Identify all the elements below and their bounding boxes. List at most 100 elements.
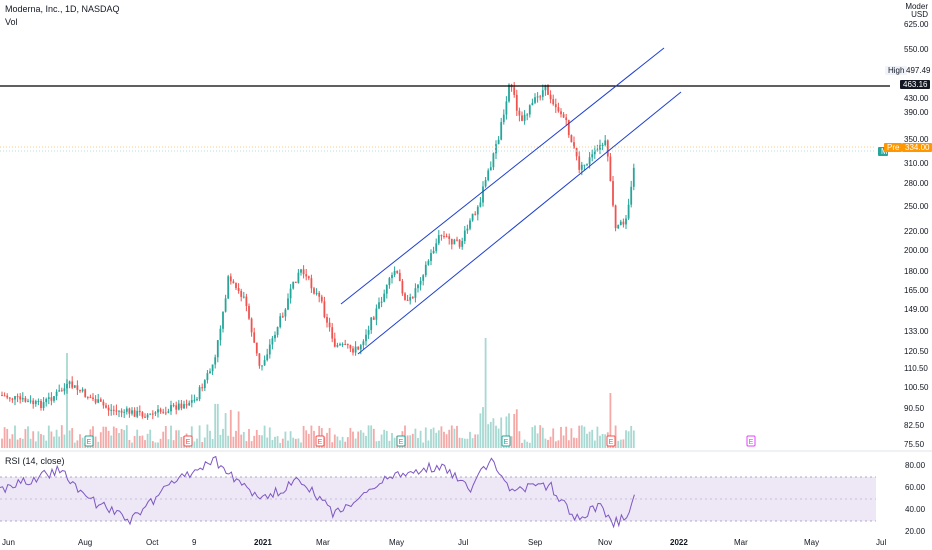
candle-body (300, 269, 302, 273)
svg-text:E: E (504, 439, 509, 446)
candle-body (32, 400, 35, 405)
line-value-tag: 463.16 (900, 80, 931, 89)
candle-body (544, 84, 547, 91)
volume-bar (53, 436, 55, 448)
candle-body (580, 164, 583, 170)
svg-text:E: E (399, 439, 404, 446)
candle-body (276, 327, 279, 335)
volume-bar (534, 425, 536, 448)
volume-bar (60, 425, 63, 448)
volume-bar (547, 439, 549, 448)
candle-body (16, 396, 19, 398)
earnings-marker[interactable]: E (396, 435, 406, 447)
candle-body (346, 344, 349, 346)
volume-bar (352, 431, 354, 448)
candle-body (81, 389, 84, 392)
candle-body (105, 405, 107, 408)
candle-body (466, 228, 469, 231)
volume-bar (172, 440, 175, 448)
candle-body (214, 357, 217, 365)
volume-bar (567, 440, 570, 448)
volume-bar (518, 431, 521, 448)
candle-body (456, 239, 458, 241)
candle-body (344, 343, 347, 345)
candle-body (110, 409, 113, 411)
rsi-tick: 80.00 (905, 461, 926, 470)
candle-body (94, 398, 97, 403)
earnings-marker[interactable]: E (501, 435, 511, 447)
high-value: 497.49 (906, 66, 931, 75)
currency-unit: USD (911, 10, 928, 19)
candle-body (42, 402, 45, 408)
candle-body (224, 298, 227, 312)
volume-bar (575, 438, 578, 448)
candle-body (352, 348, 354, 353)
candle-body (526, 114, 529, 116)
candle-body (528, 105, 531, 115)
candle-body (632, 167, 635, 187)
volume-bar (107, 430, 110, 448)
price-tick: 165.00 (904, 286, 929, 295)
candle-body (294, 281, 297, 283)
volume-bar (588, 431, 591, 448)
volume-bar (214, 403, 217, 448)
volume-bar (346, 437, 349, 448)
volume-bar (170, 425, 172, 448)
candle-body (21, 398, 24, 400)
volume-bar (175, 430, 178, 448)
candle-body (515, 94, 518, 111)
candle-body (333, 338, 336, 347)
volume-bar (336, 436, 339, 448)
candle-body (409, 297, 412, 301)
volume-bar (453, 428, 456, 448)
volume-bar (541, 427, 544, 448)
earnings-marker[interactable]: E (84, 435, 94, 447)
volume-bar (310, 425, 313, 448)
channel-upper-line[interactable] (340, 47, 665, 305)
volume-bar (443, 431, 445, 448)
candle-body (112, 409, 115, 411)
volume-bar (242, 431, 245, 448)
candle-body (583, 164, 586, 166)
candle-body (565, 117, 568, 121)
candle-body (79, 389, 81, 392)
pre-label: Pre (884, 143, 903, 152)
volume-bar (115, 428, 118, 448)
earnings-marker[interactable]: E (315, 435, 325, 447)
price-tick: 280.00 (904, 179, 929, 188)
svg-text:E: E (186, 439, 191, 446)
volume-bar (177, 430, 180, 448)
candle-body (424, 264, 427, 276)
candle-body (229, 276, 232, 282)
candle-body (144, 416, 146, 418)
volume-bar (424, 427, 427, 448)
price-tick: 200.00 (904, 246, 929, 255)
candle-body (50, 397, 53, 401)
candle-body (619, 221, 622, 226)
volume-bar (40, 434, 42, 448)
candle-body (302, 269, 305, 275)
candle-body (549, 94, 552, 100)
volume-bar (586, 433, 588, 448)
earnings-marker[interactable]: E (746, 435, 756, 447)
volume-bar (367, 425, 370, 448)
volume-bar (333, 434, 336, 448)
candle-body (245, 296, 248, 306)
candle-body (170, 405, 172, 412)
volume-bar (63, 434, 66, 448)
volume-bar (393, 437, 396, 448)
volume-bar (198, 425, 201, 448)
candle-body (541, 90, 544, 97)
channel-lower-line[interactable] (357, 91, 682, 355)
volume-bar (372, 428, 375, 448)
volume-bar (432, 427, 435, 448)
volume-bar (224, 413, 227, 448)
candle-body (289, 288, 292, 299)
volume-bar (328, 427, 331, 448)
candle-body (573, 142, 575, 148)
earnings-marker[interactable]: E (183, 435, 193, 447)
candle-body (73, 385, 76, 388)
earnings-marker[interactable]: E (606, 435, 616, 447)
